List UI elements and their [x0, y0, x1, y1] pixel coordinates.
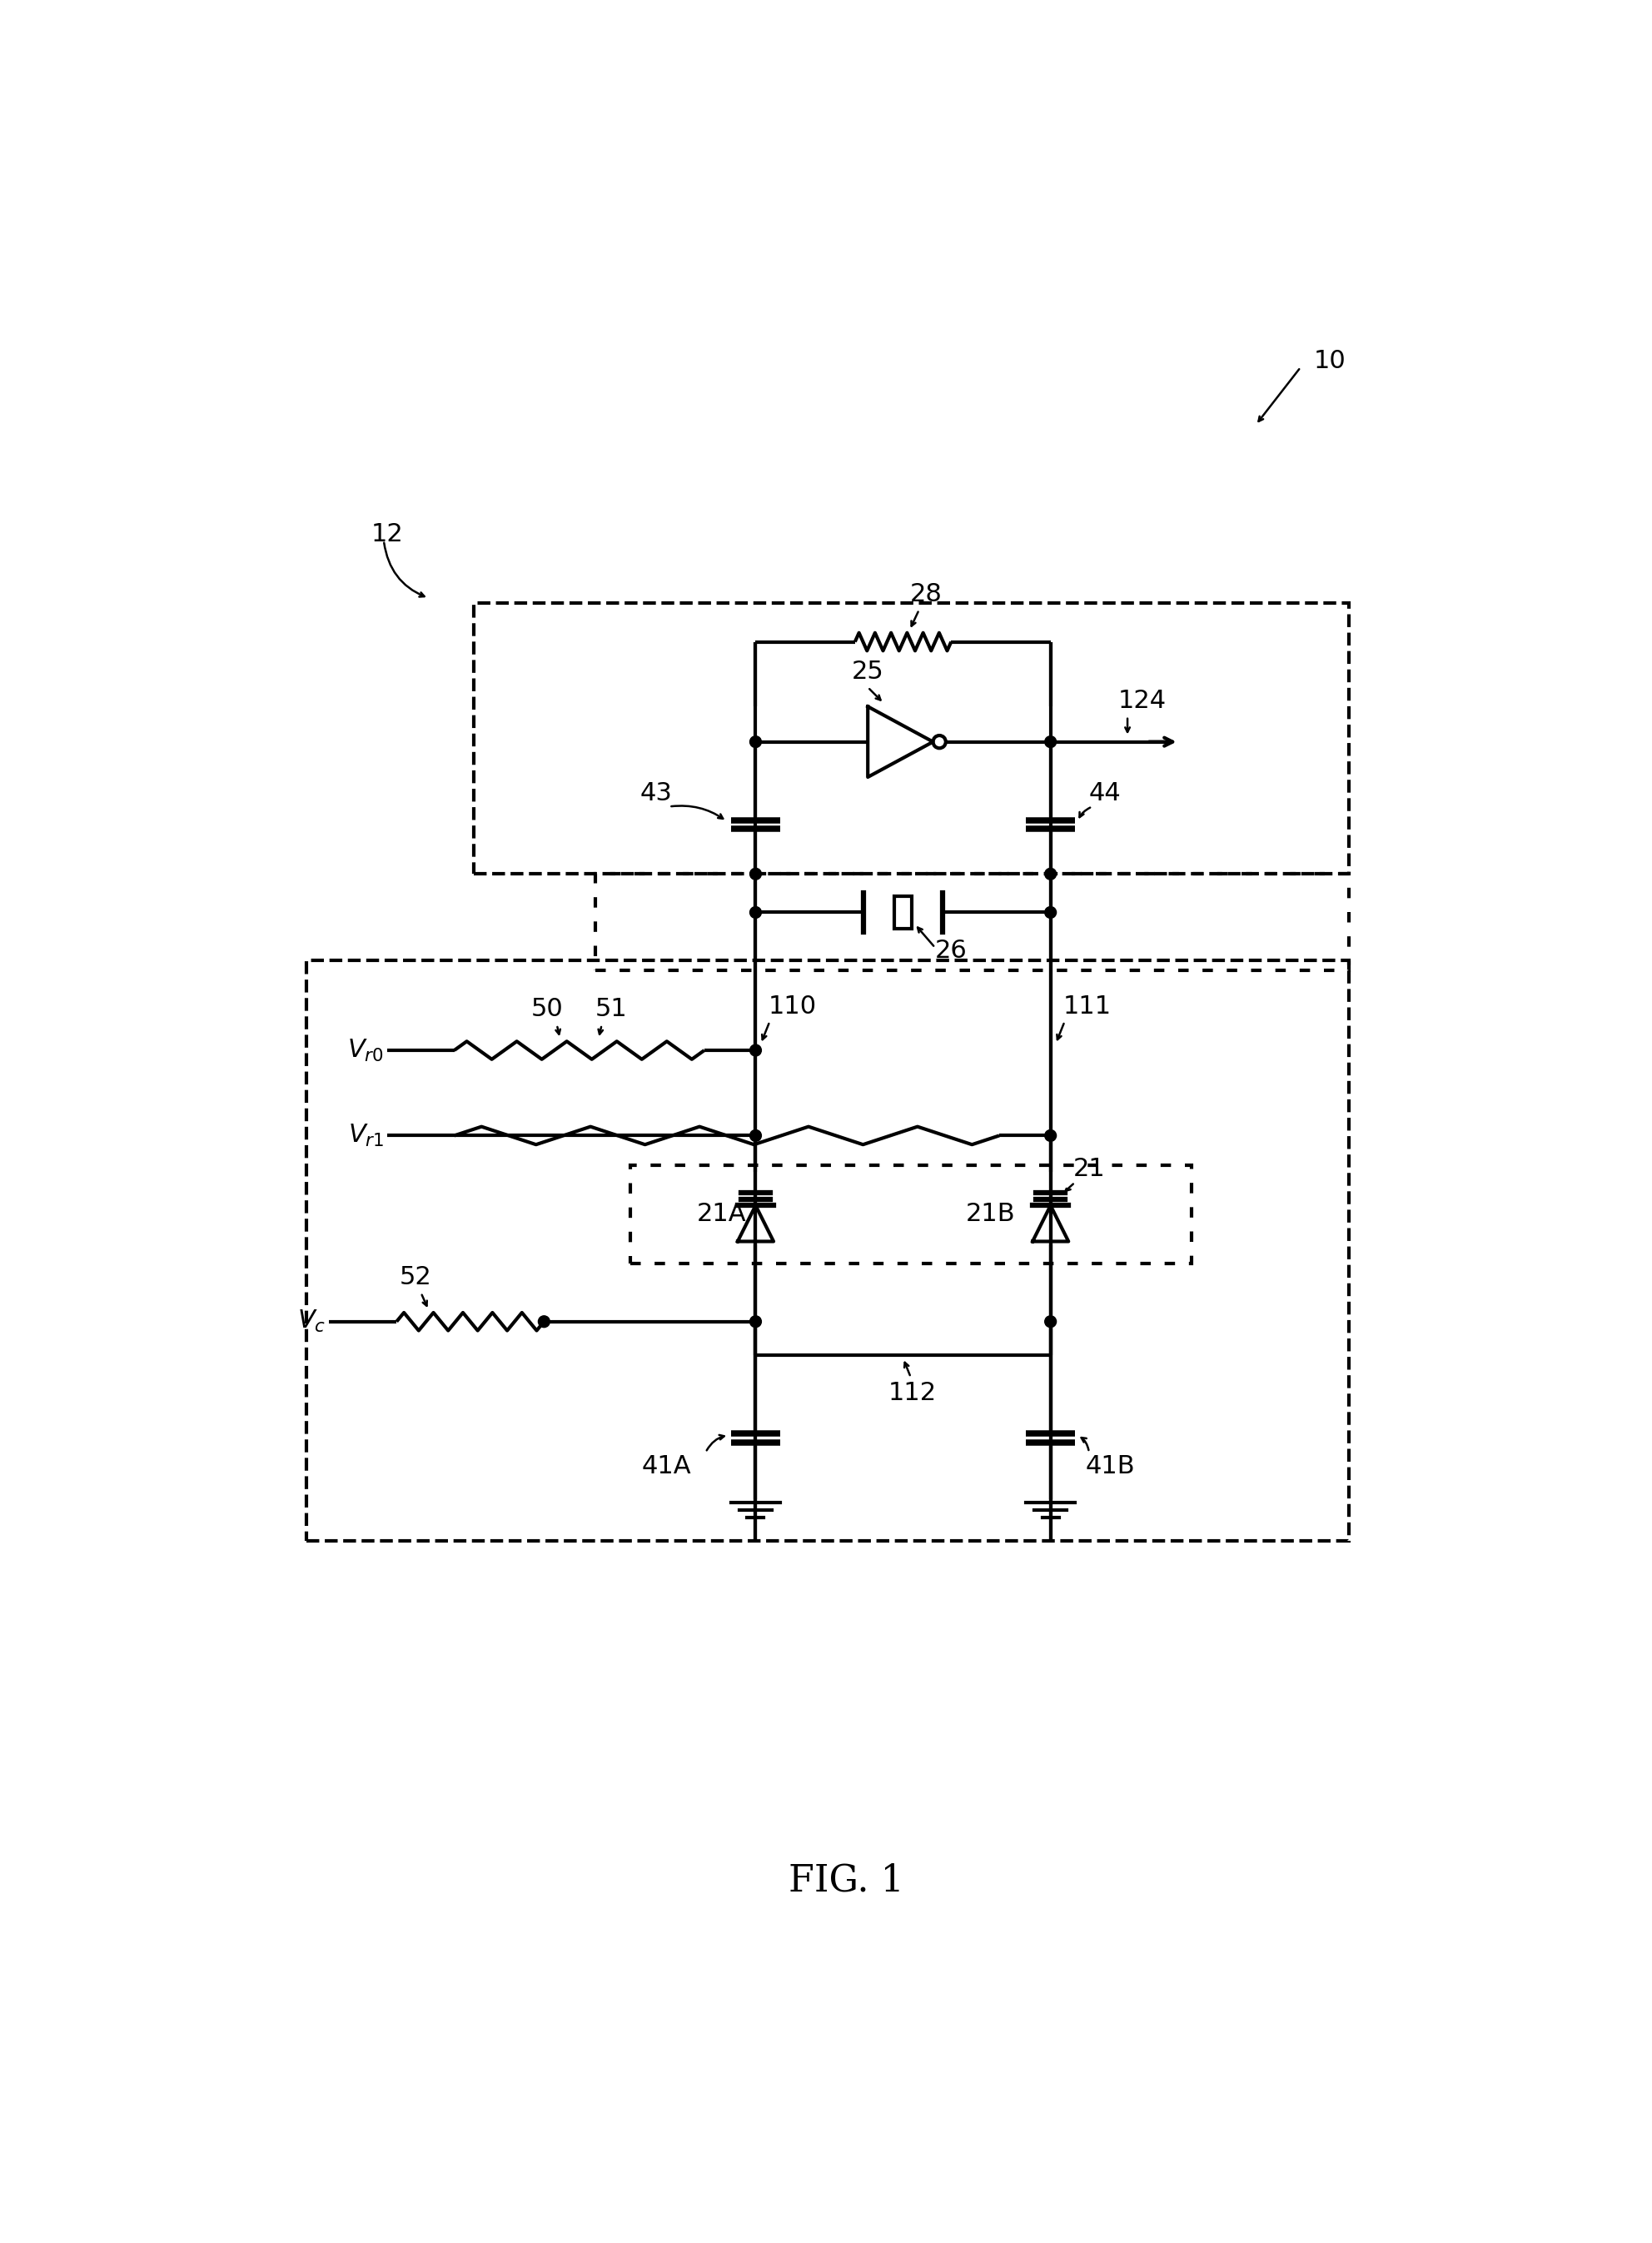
Text: 41A: 41A — [643, 1453, 692, 1478]
Text: 112: 112 — [889, 1382, 937, 1404]
Text: 25: 25 — [852, 659, 884, 684]
Text: 21B: 21B — [966, 1202, 1016, 1227]
Circle shape — [750, 1130, 762, 1142]
Bar — [894, 897, 912, 929]
Bar — [631, 1164, 1191, 1263]
Text: 110: 110 — [768, 994, 816, 1018]
Text: 10: 10 — [1313, 350, 1346, 372]
Text: 21: 21 — [1074, 1157, 1105, 1182]
Bar — [307, 960, 1348, 1541]
Text: 51: 51 — [595, 998, 628, 1021]
Text: 124: 124 — [1118, 689, 1166, 713]
Text: 43: 43 — [641, 781, 672, 805]
Circle shape — [750, 1317, 762, 1328]
Bar — [595, 875, 1348, 971]
Text: 28: 28 — [910, 583, 942, 606]
Circle shape — [539, 1317, 550, 1328]
Text: 52: 52 — [400, 1265, 431, 1290]
Circle shape — [750, 868, 762, 879]
Circle shape — [1044, 906, 1056, 917]
Text: 111: 111 — [1064, 994, 1112, 1018]
Circle shape — [1044, 1130, 1056, 1142]
Text: 44: 44 — [1089, 781, 1122, 805]
Text: $V_c$: $V_c$ — [297, 1308, 325, 1335]
Circle shape — [750, 906, 762, 917]
Circle shape — [750, 1045, 762, 1056]
Circle shape — [1044, 1317, 1056, 1328]
Text: 12: 12 — [372, 523, 403, 545]
Text: 21A: 21A — [697, 1202, 747, 1227]
Circle shape — [1044, 868, 1056, 879]
Circle shape — [1044, 736, 1056, 747]
Text: $V_{r0}$: $V_{r0}$ — [347, 1036, 383, 1063]
Text: $V_{r1}$: $V_{r1}$ — [347, 1124, 383, 1148]
Bar — [474, 603, 1348, 875]
Text: 50: 50 — [530, 998, 563, 1021]
Text: FIG. 1: FIG. 1 — [790, 1864, 904, 1900]
Circle shape — [750, 736, 762, 747]
Text: 26: 26 — [935, 940, 968, 962]
Text: 41B: 41B — [1085, 1453, 1135, 1478]
